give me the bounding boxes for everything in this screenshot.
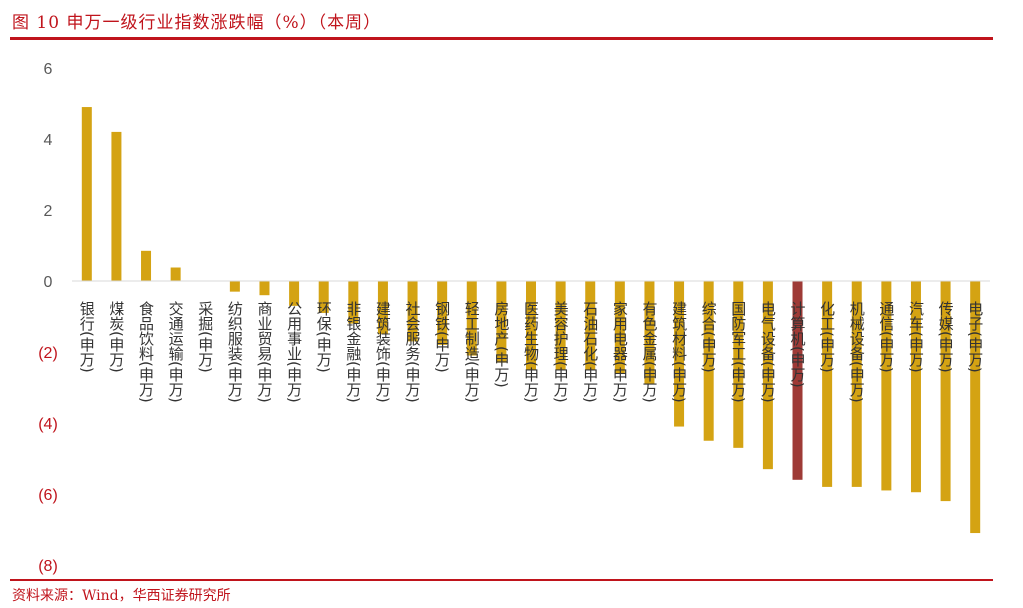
bar	[259, 281, 270, 296]
y-tick-label: (4)	[38, 416, 58, 433]
category-label: 有色金属(申万)	[640, 301, 658, 403]
category-label: 轻工制造(申万)	[463, 301, 481, 403]
category-label: 通信(申万)	[877, 301, 895, 373]
footer-divider	[10, 579, 993, 581]
bars-layer	[81, 107, 981, 534]
category-label: 汽车(申万)	[907, 301, 925, 373]
bar	[970, 281, 981, 534]
category-label: 家用电器(申万)	[611, 301, 629, 403]
category-labels: 银行(申万) 煤炭(申万) 食品饮料(申万) 交通运输(申万) 采掘(申万) 纺织服装(申…	[78, 300, 984, 403]
y-tick-label: (6)	[38, 487, 58, 504]
category-label: 电子(申万)	[966, 301, 984, 373]
category-label: 钢铁(申万)	[433, 301, 451, 373]
category-label: 传媒(申万)	[937, 301, 955, 373]
category-label: 煤炭(申万)	[107, 301, 125, 373]
category-label: 石油石化(申万)	[581, 301, 599, 403]
bar	[407, 281, 418, 342]
bar	[348, 281, 359, 324]
y-tick-label: (2)	[38, 345, 58, 362]
category-label: 房地产(申万)	[492, 301, 510, 388]
category-label: 非银金融(申万)	[344, 301, 362, 403]
bar	[170, 267, 181, 281]
y-tick-label: (8)	[38, 558, 58, 575]
bar	[822, 281, 833, 487]
category-label: 公用事业(申万)	[285, 301, 303, 403]
bar	[585, 281, 596, 370]
category-label: 美容护理(申万)	[552, 301, 570, 403]
category-label: 建筑材料(申万)	[670, 301, 688, 403]
y-tick-label: 2	[44, 203, 53, 220]
bar	[614, 281, 625, 374]
source-note: 资料来源：Wind，华西证券研究所	[12, 588, 231, 604]
y-axis-ticks: 6 4 2 0 (2) (4) (6) (8)	[38, 61, 58, 575]
bar	[910, 281, 921, 493]
category-label: 计算机(申万)	[789, 301, 807, 388]
bar	[81, 107, 92, 281]
title-divider	[10, 37, 993, 40]
category-label: 电气设备(申万)	[759, 301, 777, 403]
y-tick-label: 0	[44, 274, 53, 291]
bar	[940, 281, 951, 502]
bar	[318, 281, 329, 313]
bar	[229, 281, 240, 292]
bar	[526, 281, 536, 370]
category-label: 医药生物(申万)	[522, 301, 540, 403]
bar	[111, 131, 122, 281]
bar	[762, 281, 773, 470]
y-tick-label: 4	[44, 132, 53, 149]
bar	[377, 281, 388, 335]
category-label: 社会服务(申万)	[404, 301, 422, 403]
bar	[674, 281, 685, 427]
bar	[437, 281, 448, 345]
category-label: 综合(申万)	[700, 301, 718, 373]
bar	[881, 281, 892, 491]
bar	[496, 281, 507, 363]
category-label: 国防军工(申万)	[729, 301, 747, 403]
bar	[555, 281, 566, 370]
category-label: 采掘(申万)	[196, 301, 214, 373]
bar	[733, 281, 744, 448]
y-tick-label: 6	[44, 61, 53, 78]
category-label: 建筑装饰(申万)	[374, 301, 392, 403]
bar	[644, 281, 655, 384]
category-label: 商业贸易(申万)	[255, 301, 273, 403]
category-label: 银行(申万)	[78, 301, 96, 373]
category-label: 机械设备(申万)	[848, 301, 866, 403]
bar	[851, 281, 862, 487]
bar	[792, 281, 803, 480]
category-label: 纺织服装(申万)	[226, 301, 244, 403]
bar	[289, 281, 300, 306]
category-label: 环保(申万)	[315, 301, 333, 373]
bar	[466, 281, 477, 356]
category-label: 化工(申万)	[818, 301, 836, 373]
bar	[141, 250, 152, 281]
bar	[703, 281, 714, 441]
category-label: 食品饮料(申万)	[137, 301, 155, 403]
chart-title: 图 10 申万一级行业指数涨跌幅（%）（本周）	[12, 13, 382, 33]
category-label: 交通运输(申万)	[167, 300, 185, 403]
